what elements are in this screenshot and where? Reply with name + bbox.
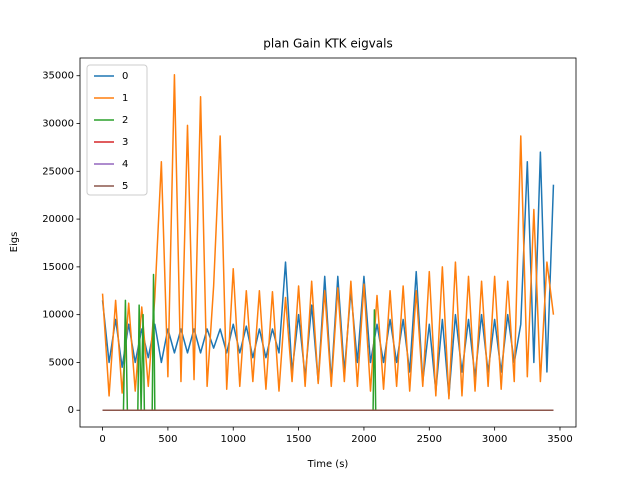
x-tick-label: 3000 <box>482 434 507 445</box>
y-tick-label: 10000 <box>42 310 74 321</box>
legend: 0 1 2 3 4 5 <box>86 64 148 196</box>
y-axis-label: Eigs <box>9 232 20 253</box>
x-axis-label: Time (s) <box>307 459 349 470</box>
x-tick-label: 1000 <box>221 434 246 445</box>
y-tick-label: 15000 <box>42 262 74 273</box>
y-tick-label: 30000 <box>42 119 74 130</box>
legend-label: 3 <box>122 137 128 148</box>
x-tick-label: 0 <box>99 434 105 445</box>
legend-label: 4 <box>122 159 128 170</box>
x-tick-label: 1500 <box>286 434 311 445</box>
y-tick-label: 0 <box>68 405 74 416</box>
line-series <box>101 74 555 400</box>
chart-title: plan Gain KTK eigvals <box>263 37 392 51</box>
line-series <box>102 273 554 411</box>
x-tick-label: 2500 <box>417 434 442 445</box>
legend-box <box>86 64 148 196</box>
y-tick-label: 25000 <box>42 166 74 177</box>
x-tick-label: 2000 <box>351 434 376 445</box>
x-tick-label: 500 <box>158 434 177 445</box>
plot-lines <box>101 74 555 411</box>
axes-frame <box>79 57 577 428</box>
legend-label: 2 <box>122 115 128 126</box>
y-tick-label: 35000 <box>42 71 74 82</box>
y-tick-label: 5000 <box>49 357 74 368</box>
legend-label: 5 <box>122 181 128 192</box>
legend-label: 1 <box>122 93 128 104</box>
y-tick-label: 20000 <box>42 214 74 225</box>
legend-label: 0 <box>122 71 128 82</box>
x-tick-label: 3500 <box>547 434 572 445</box>
